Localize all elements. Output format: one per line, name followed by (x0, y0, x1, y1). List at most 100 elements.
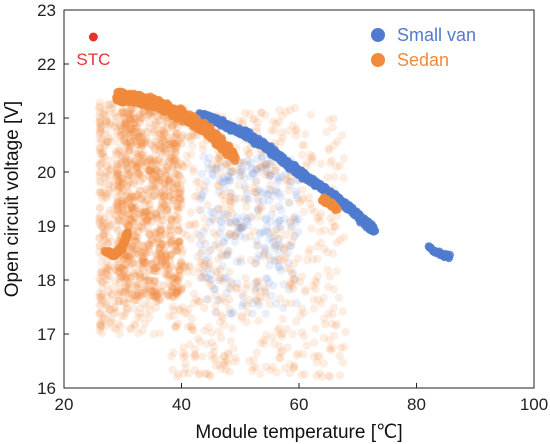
sedan-point (143, 186, 153, 195)
sedan-point (253, 118, 262, 127)
sedan-point (201, 260, 210, 270)
sedan-point (204, 130, 214, 139)
sedan-point (164, 265, 174, 274)
sedan-point (134, 133, 144, 142)
sedan-point (218, 277, 228, 286)
small-van-point (208, 164, 217, 173)
sedan-point (151, 168, 160, 178)
sedan-point (312, 358, 322, 367)
sedan-point (188, 325, 197, 334)
small-van-point (243, 161, 252, 170)
sedan-point (206, 245, 216, 254)
sedan-point (118, 264, 127, 273)
sedan-point (270, 339, 279, 348)
sedan-point (99, 229, 108, 238)
sedan-point (254, 277, 263, 287)
small-van-point (218, 174, 227, 183)
sedan-point (337, 343, 346, 352)
x-tick-label: 60 (290, 395, 309, 414)
sedan-point (161, 255, 170, 264)
sedan-point (109, 121, 119, 131)
sedan-point (178, 228, 188, 238)
x-tick-label: 80 (407, 395, 426, 414)
sedan-point (166, 223, 176, 232)
sedan-point (162, 195, 172, 204)
sedan-point (333, 137, 342, 146)
sedan-point (189, 268, 198, 277)
sedan-point (214, 204, 223, 214)
sedan-point (105, 106, 115, 115)
sedan-point (145, 230, 155, 239)
sedan-point (156, 172, 165, 181)
sedan-point (253, 276, 263, 286)
sedan-point (261, 288, 270, 297)
small-van-point (270, 256, 279, 265)
sedan-point (117, 153, 126, 162)
sedan-point (96, 121, 106, 130)
sedan-point (171, 139, 180, 148)
sedan-point (315, 213, 324, 222)
sedan-point (179, 163, 188, 172)
sedan-point (266, 160, 276, 170)
sedan-point (328, 123, 337, 132)
sedan-point (226, 336, 235, 346)
sedan-point (181, 364, 190, 373)
sedan-point (261, 292, 270, 302)
sedan-point (241, 196, 250, 205)
sedan-point (96, 178, 106, 188)
sedan-point (225, 367, 234, 376)
sedan-point (108, 164, 118, 173)
sedan-point (171, 154, 180, 163)
small-van-point (237, 302, 247, 311)
sedan-point (174, 271, 183, 281)
sedan-point (286, 217, 295, 226)
sedan-point (102, 263, 111, 273)
sedan-point (340, 342, 349, 351)
small-van-point (265, 171, 274, 181)
sedan-point (110, 302, 120, 312)
sedan-point (128, 124, 137, 133)
small-van-point (222, 288, 231, 298)
sedan-point (221, 159, 231, 168)
sedan-point (246, 212, 255, 221)
sedan-point (218, 204, 227, 214)
sedan-point (268, 117, 278, 126)
sedan-point (157, 239, 167, 249)
sedan-point (254, 316, 263, 325)
sedan-point (123, 107, 133, 117)
sedan-point (101, 105, 110, 115)
sedan-point (183, 322, 193, 331)
sedan-point (144, 301, 153, 310)
sedan-point (309, 352, 318, 361)
sedan-point (156, 261, 165, 271)
small-van-point (294, 170, 303, 179)
sedan-point (96, 128, 105, 137)
sedan-point (231, 353, 240, 363)
sedan-point (157, 257, 166, 267)
sedan-point (292, 317, 301, 326)
small-van-point (261, 309, 270, 318)
sedan-point (211, 361, 220, 370)
small-van-point (263, 228, 273, 237)
sedan-point (329, 285, 339, 294)
sedan-point (176, 199, 186, 208)
sedan-point (166, 237, 175, 246)
sedan-point (126, 125, 136, 134)
sedan-point (155, 169, 164, 179)
sedan-point (150, 267, 159, 276)
sedan-point (111, 173, 121, 182)
sedan-point (125, 105, 135, 114)
sedan-point (122, 277, 131, 287)
sedan-point (130, 212, 139, 222)
sedan-point (208, 160, 217, 169)
sedan-point (101, 301, 111, 310)
sedan-point (166, 261, 176, 270)
sedan-point (295, 198, 304, 207)
sedan-point (187, 150, 196, 159)
sedan-point (339, 173, 348, 183)
small-van-point (246, 171, 256, 181)
sedan-point (99, 109, 108, 118)
sedan-point (96, 295, 106, 305)
sedan-point (151, 165, 161, 174)
